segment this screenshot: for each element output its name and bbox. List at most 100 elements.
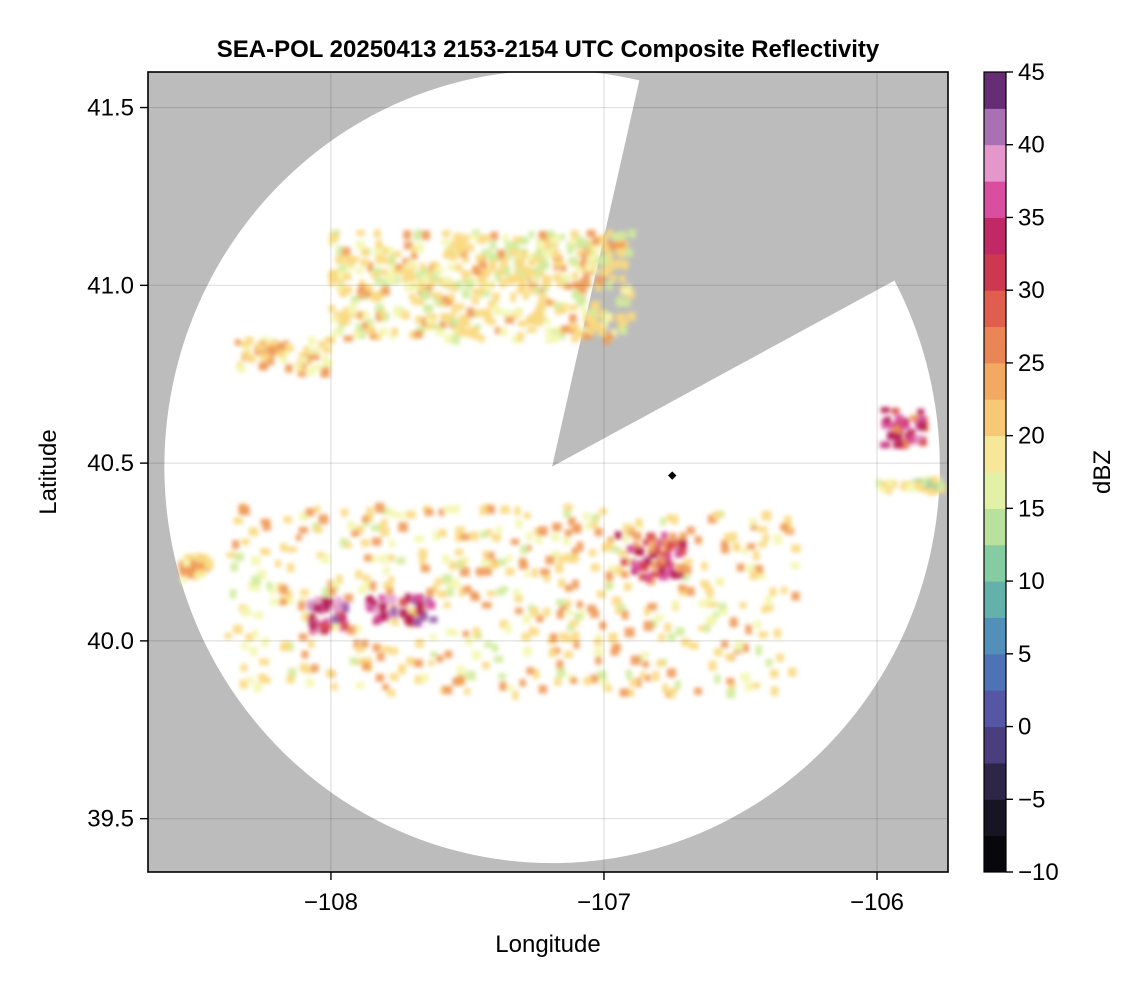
colorbar-step xyxy=(984,326,1006,364)
echo-pixel xyxy=(543,607,551,617)
echo-pixel xyxy=(610,546,621,553)
echo-pixel xyxy=(340,603,350,613)
echo-pixel xyxy=(563,599,572,608)
echo-pixel xyxy=(396,557,406,565)
echo-pixel xyxy=(279,643,289,652)
plot-area xyxy=(147,71,949,873)
echo-pixel xyxy=(579,287,588,294)
echo-pixel xyxy=(618,603,626,611)
echo-pixel xyxy=(669,532,677,541)
colorbar-tick-label: 45 xyxy=(1018,59,1045,86)
echo-pixel xyxy=(522,292,529,300)
echo-pixel xyxy=(415,270,425,278)
echo-pixel xyxy=(496,249,506,259)
echo-pixel xyxy=(572,281,582,289)
echo-pixel xyxy=(232,540,240,550)
echo-pixel xyxy=(748,518,757,526)
echo-pixel xyxy=(481,559,492,567)
echo-pixel xyxy=(335,596,342,606)
echo-pixel xyxy=(549,244,558,253)
echo-pixel xyxy=(500,505,510,514)
echo-pixel xyxy=(380,611,389,620)
echo-pixel xyxy=(543,317,551,325)
echo-pixel xyxy=(630,655,641,666)
echo-pixel xyxy=(713,648,723,657)
echo-pixel xyxy=(492,292,500,301)
echo-pixel xyxy=(387,614,397,625)
echo-pixel xyxy=(495,526,502,535)
echo-pixel xyxy=(398,608,409,618)
echo-pixel xyxy=(355,525,365,534)
colorbar-step xyxy=(984,544,1006,582)
echo-pixel xyxy=(454,280,463,290)
colorbar-step xyxy=(984,399,1006,437)
echo-pixel xyxy=(421,230,431,241)
echo-pixel xyxy=(568,257,579,265)
echo-pixel xyxy=(694,535,702,545)
echo-pixel xyxy=(931,476,938,484)
echo-region xyxy=(224,502,801,700)
echo-pixel xyxy=(366,326,375,335)
echo-pixel xyxy=(245,336,254,345)
echo-pixel xyxy=(526,327,537,334)
echo-pixel xyxy=(374,613,384,623)
echo-pixel xyxy=(506,274,516,285)
echo-pixel xyxy=(688,642,699,650)
echo-pixel xyxy=(248,581,257,591)
echo-pixel xyxy=(379,554,388,564)
echo-pixel xyxy=(285,590,293,601)
echo-pixel xyxy=(601,244,610,254)
echo-pixel xyxy=(671,514,679,525)
echo-pixel xyxy=(720,540,728,548)
echo-pixel xyxy=(450,317,458,327)
echo-pixel xyxy=(662,562,672,570)
echo-pixel xyxy=(230,562,239,572)
echo-pixel xyxy=(269,345,278,356)
echo-pixel xyxy=(388,576,395,583)
echo-pixel xyxy=(559,632,569,642)
echo-pixel xyxy=(479,505,488,516)
echo-pixel xyxy=(395,512,405,519)
echo-pixel xyxy=(387,554,395,562)
echo-pixel xyxy=(309,347,320,355)
echo-pixel xyxy=(248,354,256,363)
echo-pixel xyxy=(401,311,410,320)
echo-pixel xyxy=(353,330,361,340)
echo-pixel xyxy=(318,340,326,349)
echo-pixel xyxy=(540,568,550,576)
echo-pixel xyxy=(581,252,590,263)
echo-pixel xyxy=(401,275,408,283)
echo-pixel xyxy=(570,238,577,245)
echo-pixel xyxy=(554,677,562,686)
echo-pixel xyxy=(569,620,579,627)
echo-region xyxy=(234,336,335,378)
echo-pixel xyxy=(251,575,261,586)
echo-pixel xyxy=(598,234,608,242)
echo-pixel xyxy=(878,483,888,492)
echo-pixel xyxy=(365,319,374,327)
y-axis: 39.5 40.0 40.5 41.0 41.5 xyxy=(87,95,148,833)
echo-pixel xyxy=(466,307,475,318)
echo-pixel xyxy=(449,630,459,637)
echo-pixel xyxy=(454,533,464,542)
echo-pixel xyxy=(662,683,669,694)
echo-pixel xyxy=(481,268,488,279)
echo-pixel xyxy=(279,584,289,595)
echo-pixel xyxy=(330,580,339,589)
echo-pixel xyxy=(368,554,378,563)
echo-pixel xyxy=(442,574,453,584)
echo-pixel xyxy=(482,550,489,558)
echo-pixel xyxy=(475,309,483,316)
echo-pixel xyxy=(563,537,570,546)
echo-pixel xyxy=(698,599,708,608)
echo-pixel xyxy=(409,293,416,301)
echo-pixel xyxy=(388,647,398,655)
echo-pixel xyxy=(914,434,924,445)
echo-pixel xyxy=(533,254,543,263)
echo-pixel xyxy=(550,249,561,259)
echo-pixel xyxy=(351,295,360,303)
echo-pixel xyxy=(735,640,744,650)
echo-pixel xyxy=(362,574,371,581)
echo-pixel xyxy=(546,299,553,306)
echo-pixel xyxy=(251,629,259,639)
